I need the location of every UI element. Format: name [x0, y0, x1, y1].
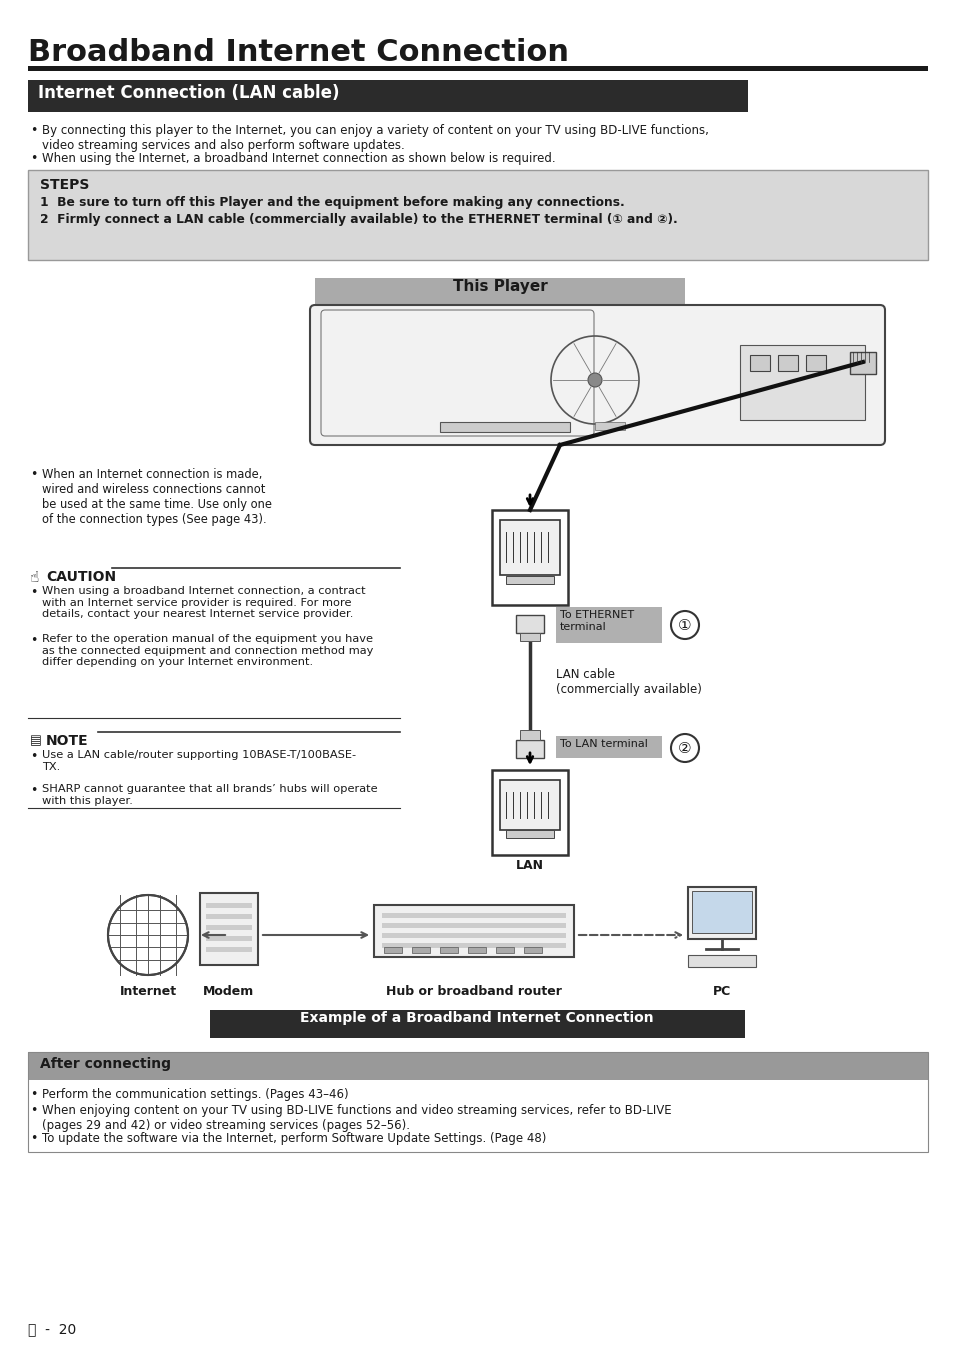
Text: Perform the communication settings. (Pages 43–46): Perform the communication settings. (Pag… — [42, 1089, 348, 1101]
Text: When using a broadband Internet connection, a contract
with an Internet service : When using a broadband Internet connecti… — [42, 586, 365, 619]
Text: •: • — [30, 784, 37, 798]
Text: LAN: LAN — [516, 858, 543, 872]
Text: Hub or broadband router: Hub or broadband router — [386, 984, 561, 998]
Text: ▤: ▤ — [30, 734, 42, 747]
Bar — [505, 575, 554, 584]
Bar — [687, 887, 755, 940]
Bar — [206, 936, 252, 941]
Bar — [381, 933, 565, 938]
Bar — [496, 946, 514, 953]
Text: 2  Firmly connect a LAN cable (commercially available) to the ETHERNET terminal : 2 Firmly connect a LAN cable (commercial… — [40, 213, 677, 226]
Bar — [849, 352, 875, 374]
Bar — [384, 946, 401, 953]
Text: •: • — [30, 468, 37, 481]
Text: To ETHERNET
terminal: To ETHERNET terminal — [559, 611, 634, 631]
Bar — [381, 942, 565, 948]
Bar — [206, 946, 252, 952]
Bar — [687, 955, 755, 967]
Bar — [28, 80, 747, 112]
Text: PC: PC — [712, 984, 730, 998]
Text: •: • — [30, 1132, 37, 1145]
Text: •: • — [30, 125, 37, 137]
Text: When an Internet connection is made,
wired and wireless connections cannot
be us: When an Internet connection is made, wir… — [42, 468, 272, 525]
Bar — [556, 737, 661, 758]
Text: After connecting: After connecting — [40, 1057, 171, 1071]
Bar — [314, 278, 684, 305]
Text: •: • — [30, 586, 37, 598]
Bar — [499, 780, 559, 830]
Text: ①: ① — [678, 617, 691, 634]
Text: •: • — [30, 1089, 37, 1101]
Text: ②: ② — [678, 741, 691, 756]
Bar — [778, 355, 797, 371]
Bar — [28, 1052, 927, 1152]
Bar — [439, 422, 569, 432]
Text: 1  Be sure to turn off this Player and the equipment before making any connectio: 1 Be sure to turn off this Player and th… — [40, 196, 624, 209]
Text: SHARP cannot guarantee that all brands’ hubs will operate
with this player.: SHARP cannot guarantee that all brands’ … — [42, 784, 377, 806]
Text: Refer to the operation manual of the equipment you have
as the connected equipme: Refer to the operation manual of the equ… — [42, 634, 373, 668]
Bar — [439, 946, 457, 953]
Bar — [805, 355, 825, 371]
Bar — [492, 770, 567, 854]
Bar — [210, 1010, 744, 1039]
Circle shape — [587, 372, 601, 387]
Bar — [412, 946, 430, 953]
Text: NOTE: NOTE — [46, 734, 89, 747]
Bar — [381, 923, 565, 927]
Text: •: • — [30, 634, 37, 647]
Text: Broadband Internet Connection: Broadband Internet Connection — [28, 38, 568, 66]
Text: •: • — [30, 152, 37, 165]
Text: Use a LAN cable/router supporting 10BASE-T/100BASE-
TX.: Use a LAN cable/router supporting 10BASE… — [42, 750, 355, 772]
Bar — [499, 520, 559, 575]
Text: ☝: ☝ — [30, 570, 39, 585]
Text: When enjoying content on your TV using BD-LIVE functions and video streaming ser: When enjoying content on your TV using B… — [42, 1104, 671, 1132]
Bar — [206, 914, 252, 919]
Bar — [28, 66, 927, 70]
Text: CAUTION: CAUTION — [46, 570, 116, 584]
Bar — [468, 946, 485, 953]
Bar — [492, 510, 567, 605]
Bar — [519, 634, 539, 640]
Bar — [523, 946, 541, 953]
Bar — [374, 904, 574, 957]
Bar — [519, 730, 539, 741]
Bar — [749, 355, 769, 371]
Text: •: • — [30, 750, 37, 764]
Circle shape — [670, 611, 699, 639]
Bar — [691, 891, 751, 933]
Bar — [740, 345, 864, 420]
Text: Example of a Broadband Internet Connection: Example of a Broadband Internet Connecti… — [300, 1011, 653, 1025]
Circle shape — [108, 895, 188, 975]
Text: Internet: Internet — [119, 984, 176, 998]
Text: When using the Internet, a broadband Internet connection as shown below is requi: When using the Internet, a broadband Int… — [42, 152, 555, 165]
FancyBboxPatch shape — [310, 305, 884, 445]
Text: To update the software via the Internet, perform Software Update Settings. (Page: To update the software via the Internet,… — [42, 1132, 546, 1145]
Circle shape — [670, 734, 699, 762]
Text: To LAN terminal: To LAN terminal — [559, 739, 647, 749]
Bar — [28, 171, 927, 260]
Bar — [381, 913, 565, 918]
Text: STEPS: STEPS — [40, 177, 90, 192]
Text: LAN cable
(commercially available): LAN cable (commercially available) — [556, 668, 701, 696]
Text: This Player: This Player — [452, 279, 547, 294]
Text: •: • — [30, 1104, 37, 1117]
Text: Internet Connection (LAN cable): Internet Connection (LAN cable) — [38, 84, 339, 102]
Text: ⓔ  -  20: ⓔ - 20 — [28, 1322, 76, 1336]
Bar — [516, 741, 543, 758]
Bar — [206, 903, 252, 909]
Bar — [516, 615, 543, 634]
Bar — [28, 1052, 927, 1080]
Bar — [595, 422, 624, 431]
Text: By connecting this player to the Internet, you can enjoy a variety of content on: By connecting this player to the Interne… — [42, 125, 708, 152]
Bar — [200, 894, 257, 965]
Text: Modem: Modem — [203, 984, 254, 998]
Bar — [505, 830, 554, 838]
Bar — [556, 607, 661, 643]
Bar — [206, 925, 252, 930]
